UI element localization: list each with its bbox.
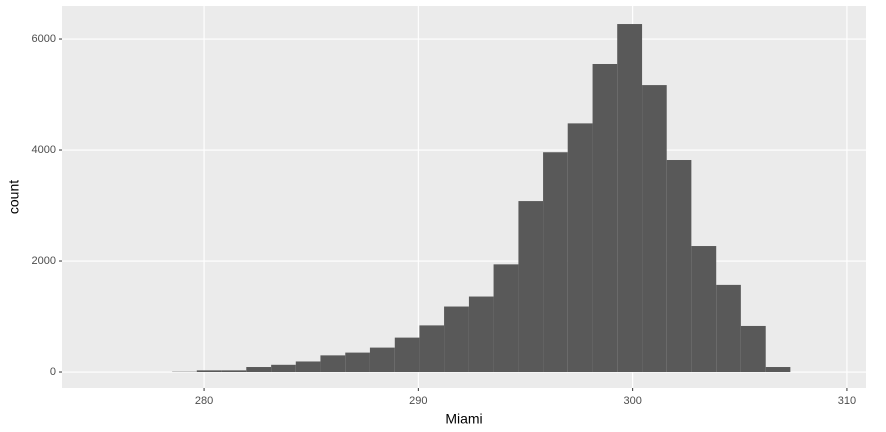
bar <box>518 201 544 373</box>
bar <box>295 361 321 373</box>
y-axis-title: count <box>6 180 22 214</box>
bar <box>196 370 222 373</box>
bar <box>666 160 692 373</box>
bar <box>765 367 791 373</box>
y-tick-label: 6000 <box>32 33 56 45</box>
bar <box>740 325 766 373</box>
bar <box>567 123 593 373</box>
bar <box>468 296 494 373</box>
x-tick-label: 310 <box>838 395 856 407</box>
bar <box>716 284 741 373</box>
x-tick-label: 300 <box>623 395 641 407</box>
bar <box>691 246 717 373</box>
x-tick-label: 290 <box>409 395 427 407</box>
bar <box>592 63 618 373</box>
bar <box>320 355 346 373</box>
bar <box>617 24 643 373</box>
bars <box>172 24 791 373</box>
y-tick-label: 4000 <box>32 144 56 156</box>
bar <box>642 85 667 373</box>
bar <box>493 264 519 373</box>
bar <box>221 370 247 373</box>
bar <box>419 325 445 373</box>
x-tick-label: 280 <box>195 395 213 407</box>
bar <box>345 352 370 373</box>
y-tick-label: 2000 <box>32 255 56 267</box>
x-axis-title: Miami <box>445 411 482 427</box>
bar <box>394 337 420 373</box>
bar <box>369 347 395 373</box>
bar <box>271 364 296 373</box>
y-tick-label: 0 <box>50 366 56 378</box>
bar <box>444 306 469 373</box>
bar <box>246 367 272 373</box>
bar <box>543 152 568 373</box>
